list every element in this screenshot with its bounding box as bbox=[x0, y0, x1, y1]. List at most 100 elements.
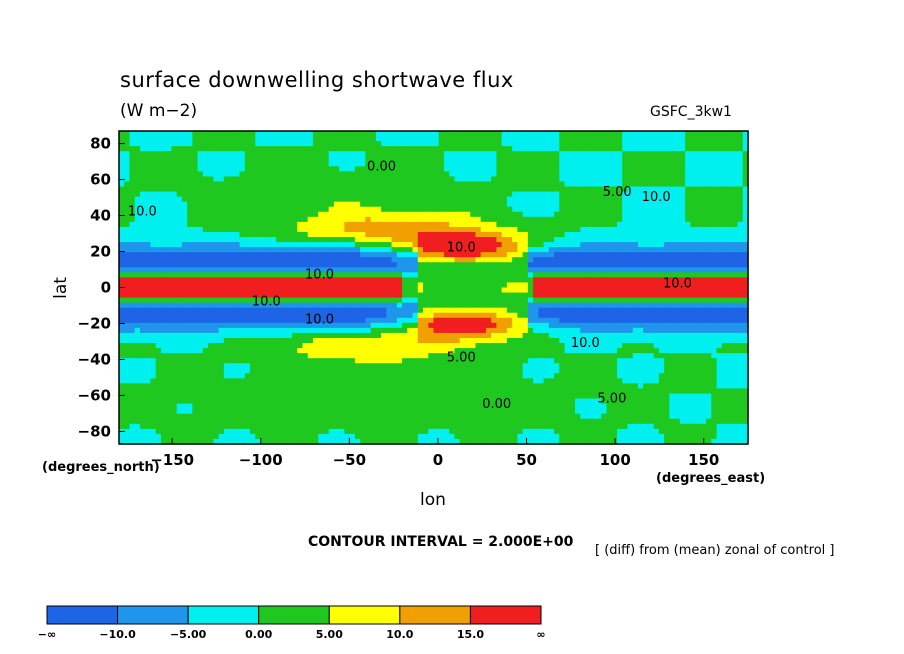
heatmap-cell bbox=[365, 297, 372, 304]
heatmap-cell bbox=[381, 267, 387, 273]
heatmap-cell bbox=[548, 332, 555, 339]
heatmap-cell bbox=[417, 186, 424, 193]
heatmap-cell bbox=[318, 242, 325, 248]
heatmap-cell bbox=[538, 151, 545, 157]
heatmap-cell bbox=[496, 161, 503, 167]
heatmap-cell bbox=[590, 312, 597, 319]
heatmap-cell bbox=[223, 307, 230, 314]
heatmap-cell bbox=[527, 161, 534, 167]
heatmap-cell bbox=[155, 267, 162, 273]
heatmap-cell bbox=[145, 267, 152, 273]
heatmap-cell bbox=[145, 312, 152, 319]
heatmap-cell bbox=[674, 277, 681, 284]
heatmap-cell bbox=[260, 247, 267, 253]
heatmap-cell bbox=[312, 146, 319, 152]
heatmap-cell bbox=[727, 297, 733, 304]
heatmap-cell bbox=[643, 247, 650, 253]
heatmap-cell bbox=[648, 287, 655, 294]
heatmap-cell bbox=[166, 231, 173, 238]
heatmap-cell bbox=[554, 262, 560, 268]
heatmap-cell bbox=[160, 231, 167, 238]
heatmap-cell bbox=[229, 322, 235, 329]
heatmap-cell bbox=[538, 307, 545, 314]
heatmap-cell bbox=[349, 196, 356, 203]
heatmap-cell bbox=[407, 272, 414, 278]
heatmap-cell bbox=[580, 257, 587, 263]
heatmap-cell bbox=[307, 282, 314, 289]
heatmap-cell bbox=[302, 247, 309, 253]
heatmap-cell bbox=[616, 151, 623, 157]
heatmap-cell bbox=[449, 247, 456, 253]
heatmap-cell bbox=[711, 302, 718, 309]
heatmap-cell bbox=[491, 292, 497, 299]
heatmap-cell bbox=[706, 262, 712, 268]
heatmap-cell bbox=[365, 337, 372, 344]
heatmap-cell bbox=[286, 206, 293, 213]
heatmap-cell bbox=[533, 322, 539, 329]
heatmap-cell bbox=[606, 312, 613, 319]
heatmap-cell bbox=[119, 211, 125, 218]
heatmap-cell bbox=[664, 332, 670, 339]
heatmap-cell bbox=[223, 226, 230, 233]
heatmap-cell bbox=[648, 322, 655, 329]
heatmap-cell bbox=[286, 166, 293, 172]
heatmap-cell bbox=[139, 307, 146, 314]
heatmap-cell bbox=[145, 166, 152, 172]
heatmap-cell bbox=[443, 201, 450, 208]
heatmap-cell bbox=[685, 176, 691, 183]
heatmap-cell bbox=[166, 141, 173, 147]
heatmap-cell bbox=[166, 221, 173, 228]
heatmap-cell bbox=[480, 171, 487, 178]
heatmap-cell bbox=[443, 257, 450, 263]
heatmap-cell bbox=[564, 196, 571, 203]
heatmap-cell bbox=[564, 257, 571, 263]
heatmap-cell bbox=[543, 151, 550, 157]
heatmap-cell bbox=[302, 226, 309, 233]
heatmap-cell bbox=[517, 282, 524, 289]
heatmap-cell bbox=[459, 317, 466, 324]
heatmap-cell bbox=[160, 221, 167, 228]
heatmap-cell bbox=[396, 262, 403, 268]
heatmap-cell bbox=[606, 211, 613, 218]
heatmap-cell bbox=[396, 231, 403, 238]
heatmap-cell bbox=[548, 216, 555, 223]
heatmap-cell bbox=[197, 237, 204, 243]
heatmap-cell bbox=[732, 307, 739, 314]
heatmap-cell bbox=[339, 221, 345, 228]
heatmap-cell bbox=[286, 307, 293, 314]
heatmap-cell bbox=[276, 206, 283, 213]
heatmap-cell bbox=[176, 176, 183, 183]
heatmap-cell bbox=[239, 302, 246, 309]
heatmap-cell bbox=[438, 226, 445, 233]
heatmap-cell bbox=[559, 297, 566, 304]
heatmap-cell bbox=[139, 211, 146, 218]
heatmap-cell bbox=[480, 312, 487, 319]
heatmap-cell bbox=[601, 237, 608, 243]
heatmap-cell bbox=[627, 267, 634, 273]
heatmap-cell bbox=[344, 171, 351, 178]
heatmap-cell bbox=[234, 242, 241, 248]
heatmap-cell bbox=[685, 242, 691, 248]
heatmap-cell bbox=[742, 186, 749, 193]
heatmap-cell bbox=[554, 226, 560, 233]
heatmap-cell bbox=[276, 176, 283, 183]
heatmap-cell bbox=[187, 257, 193, 263]
heatmap-cell bbox=[265, 191, 272, 198]
heatmap-cell bbox=[349, 151, 356, 157]
heatmap-cell bbox=[601, 267, 608, 273]
heatmap-cell bbox=[202, 166, 209, 172]
heatmap-cell bbox=[459, 181, 466, 188]
heatmap-cell bbox=[580, 216, 587, 223]
heatmap-cell bbox=[318, 156, 325, 162]
heatmap-cell bbox=[281, 252, 288, 258]
heatmap-cell bbox=[402, 181, 408, 188]
heatmap-cell bbox=[706, 221, 712, 228]
heatmap-cell bbox=[265, 317, 272, 324]
heatmap-cell bbox=[375, 156, 382, 162]
heatmap-cell bbox=[375, 262, 382, 268]
heatmap-cell bbox=[202, 332, 209, 339]
heatmap-cell bbox=[627, 307, 634, 314]
heatmap-cell bbox=[616, 257, 623, 263]
heatmap-cell bbox=[150, 287, 157, 294]
heatmap-cell bbox=[564, 176, 571, 183]
